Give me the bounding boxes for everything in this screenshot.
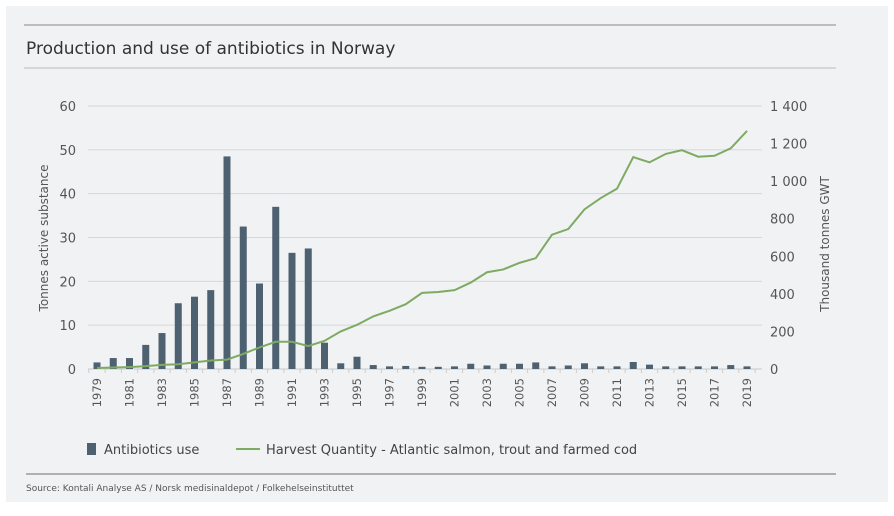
bar-2017: [711, 366, 718, 369]
y-left-tick-label: 40: [59, 188, 76, 203]
x-tick-label: 2001: [448, 378, 462, 407]
bar-1992: [304, 248, 312, 369]
bar-1994: [337, 363, 345, 369]
bar-2006: [532, 362, 540, 369]
x-tick-label: 2017: [708, 378, 722, 407]
bar-2011: [613, 366, 621, 369]
y-right-tick-label: 0: [770, 363, 778, 378]
y-axis-right-label: Thousand tonnes GWT: [818, 175, 832, 312]
bar-1996: [369, 365, 377, 369]
bar-1982: [142, 344, 150, 369]
x-tick-label: 2007: [545, 378, 559, 407]
bar-1985: [191, 296, 198, 369]
bar-1980: [109, 358, 117, 369]
y-right-tick-label: 400: [770, 288, 795, 303]
y-left-tick-label: 0: [68, 363, 76, 378]
bar-2018: [727, 365, 735, 369]
x-tick-label: 2019: [740, 378, 754, 407]
x-tick-label: 1983: [155, 378, 169, 407]
y-right-tick-label: 1 200: [770, 138, 807, 153]
x-tick-label: 1999: [415, 378, 429, 407]
bar-2002: [467, 363, 475, 369]
bar-1995: [353, 356, 361, 369]
bar-2004: [499, 363, 507, 369]
bar-1983: [158, 333, 166, 369]
x-tick-label: 1993: [318, 378, 332, 407]
bar-1989: [256, 283, 263, 369]
bar-2008: [564, 365, 572, 369]
y-left-tick-label: 60: [59, 100, 76, 115]
chart-title: Production and use of antibiotics in Nor…: [26, 39, 395, 59]
y-right-tick-label: 1 000: [770, 175, 807, 190]
legend-label-antibiotics: Antibiotics use: [104, 443, 199, 458]
bar-2014: [662, 366, 670, 369]
bar-2019: [743, 366, 751, 369]
y-right-tick-label: 600: [770, 250, 795, 265]
y-left-tick-label: 10: [59, 319, 76, 334]
bar-2007: [548, 366, 556, 369]
x-tick-label: 1979: [90, 378, 104, 407]
x-tick-label: 2011: [610, 378, 624, 407]
bar-2000: [434, 366, 442, 369]
bar-1998: [402, 365, 410, 369]
x-tick-label: 2015: [675, 378, 689, 407]
bar-2009: [581, 363, 588, 369]
x-tick-label: 2009: [578, 378, 592, 407]
bar-1993: [321, 342, 328, 369]
x-tick-label: 1985: [188, 378, 202, 407]
x-tick-label: 1989: [253, 378, 267, 407]
x-tick-label: 2003: [480, 378, 494, 407]
bar-1997: [386, 366, 393, 369]
x-tick-label: 1981: [123, 378, 137, 407]
bar-2001: [451, 366, 458, 369]
bar-1988: [239, 226, 247, 369]
x-tick-label: 1987: [220, 378, 234, 407]
y-left-tick-label: 20: [59, 275, 76, 290]
y-axis-left-label: Tonnes active substance: [37, 165, 51, 313]
x-tick-label: 2005: [513, 378, 527, 407]
bar-1999: [418, 366, 426, 369]
source-text: Source: Kontali Analyse AS / Norsk medis…: [26, 484, 354, 494]
bar-2016: [694, 366, 702, 369]
bar-1987: [223, 156, 231, 369]
x-tick-label: 1997: [383, 378, 397, 407]
y-left-tick-label: 50: [59, 144, 76, 159]
bar-1990: [272, 206, 280, 369]
y-right-tick-label: 800: [770, 213, 795, 228]
y-right-tick-label: 1 400: [770, 100, 807, 115]
x-tick-label: 1991: [285, 378, 299, 407]
legend-label-harvest: Harvest Quantity - Atlantic salmon, trou…: [266, 443, 637, 458]
bar-2012: [629, 361, 637, 369]
legend-swatch-antibiotics: [87, 443, 96, 455]
x-tick-label: 1995: [350, 378, 364, 407]
bar-2015: [678, 366, 686, 369]
chart-panel: [6, 6, 888, 502]
x-tick-label: 2013: [643, 378, 657, 407]
bar-1986: [207, 290, 215, 369]
y-right-tick-label: 200: [770, 325, 795, 340]
bar-2003: [483, 365, 491, 369]
bar-2013: [646, 364, 653, 369]
bar-1981: [126, 358, 133, 369]
bar-2010: [597, 366, 605, 369]
bar-2005: [516, 363, 523, 369]
bar-1991: [288, 252, 296, 369]
y-left-tick-label: 30: [59, 232, 76, 247]
bar-1979: [93, 362, 101, 369]
bar-1984: [174, 303, 182, 369]
